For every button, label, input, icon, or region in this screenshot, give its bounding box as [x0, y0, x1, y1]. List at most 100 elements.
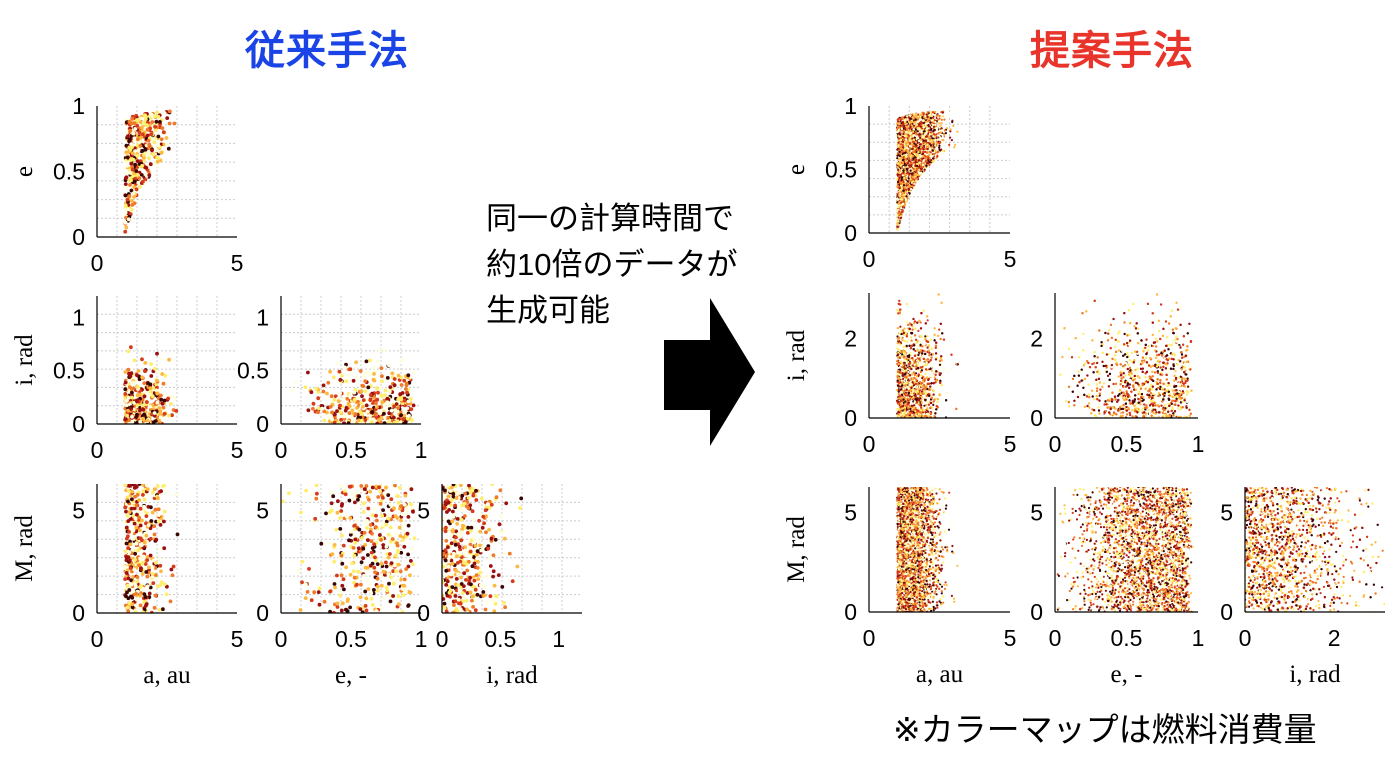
scatter-point: [151, 558, 156, 563]
scatter-point: [930, 125, 934, 128]
scatter-point: [909, 190, 912, 193]
scatter-point: [455, 517, 460, 521]
scatter-point: [365, 409, 370, 414]
scatter-point: [472, 578, 477, 583]
scatter-point: [393, 484, 397, 488]
scatter-point: [317, 586, 322, 591]
scatter-point: [132, 121, 137, 126]
scatter-point: [902, 138, 906, 142]
scatter-point: [158, 563, 163, 568]
scatter-point: [364, 596, 369, 601]
scatter-point: [470, 558, 475, 563]
scatter-point: [132, 521, 137, 526]
scatter-point: [464, 504, 469, 508]
scatter-point: [135, 373, 139, 378]
scatter-point: [135, 493, 140, 497]
scatter-point: [351, 420, 356, 424]
scatter-point: [386, 513, 390, 517]
scatter-point: [144, 511, 149, 516]
scatter-point: [161, 130, 166, 135]
scatter-point: [383, 388, 388, 393]
scatter-point: [356, 396, 361, 401]
scatter-point: [356, 418, 361, 423]
scatter-point: [478, 567, 483, 572]
scatter-point: [348, 532, 353, 537]
scatter-point: [940, 122, 943, 125]
scatter-points: [442, 484, 524, 613]
scatter-point: [148, 386, 153, 391]
scatter-point: [321, 389, 326, 394]
scatter-point: [162, 519, 166, 524]
scatter-point: [348, 372, 353, 377]
scatter-point: [467, 484, 471, 488]
y-tick-label: 0.5: [237, 358, 269, 384]
scatter-point: [163, 373, 168, 378]
scatter-point: [148, 580, 153, 585]
scatter-point: [145, 584, 150, 589]
y-tick-label: 0: [256, 411, 269, 437]
scatter-point: [519, 496, 524, 501]
scatter-point: [401, 523, 406, 528]
scatter-point: [155, 378, 159, 383]
scatter-point: [371, 365, 376, 370]
scatter-point: [355, 518, 359, 523]
scatter-point: [475, 592, 480, 597]
scatter-point: [479, 548, 483, 553]
scatter-point: [473, 544, 478, 548]
scatter-point: [135, 173, 140, 177]
scatter-point: [352, 553, 357, 558]
scatter-point: [154, 537, 159, 542]
scatter-point: [123, 577, 127, 581]
scatter-point: [927, 151, 931, 154]
scatter-point: [449, 558, 454, 563]
scatter-point: [476, 577, 481, 581]
scatter-point: [164, 592, 169, 597]
scatter-point: [126, 349, 131, 354]
scatter-point: [155, 484, 160, 489]
scatter-point: [126, 217, 131, 222]
scatter-point: [379, 583, 384, 588]
scatter-point: [137, 498, 142, 503]
scatter-point: [129, 407, 134, 411]
scatter-point: [153, 573, 158, 577]
scatter-point: [398, 392, 403, 397]
scatter-point: [138, 120, 143, 125]
scatter-point: [126, 408, 131, 413]
scatter-point: [148, 404, 152, 409]
scatter-point: [361, 556, 366, 561]
scatter-point: [898, 158, 901, 161]
scatter-point: [473, 587, 478, 592]
scatter-point: [347, 484, 352, 489]
scatter-point: [385, 396, 390, 401]
scatter-point: [465, 568, 470, 573]
scatter-point: [471, 486, 475, 491]
scatter-point: [949, 130, 952, 133]
scatter-point: [143, 369, 148, 374]
scatter-point: [132, 195, 137, 199]
scatter-point: [371, 417, 376, 422]
scatter-point: [140, 560, 145, 565]
scatter-point: [466, 496, 471, 500]
scatter-point: [174, 409, 179, 413]
scatter-point: [158, 583, 163, 587]
scatter-point: [388, 502, 393, 507]
scatter-point: [379, 366, 384, 370]
scatter-point: [402, 583, 407, 588]
scatter-point: [401, 417, 406, 421]
scatter-point: [449, 503, 453, 507]
scatter-point: [379, 393, 384, 398]
scatter-point: [152, 532, 157, 537]
scatter-point: [381, 543, 386, 547]
scatter-point: [461, 584, 466, 588]
scatter-point: [920, 166, 923, 169]
scatter-point: [142, 497, 147, 502]
scatter-point: [905, 138, 908, 141]
scatter-point: [399, 383, 404, 387]
scatter-point: [137, 606, 142, 611]
scatter-point: [357, 409, 362, 414]
scatter-point: [499, 514, 503, 518]
scatter-point: [393, 408, 398, 412]
scatter-point: [459, 517, 464, 522]
scatter-point: [138, 144, 143, 148]
scatter-point: [396, 406, 400, 411]
